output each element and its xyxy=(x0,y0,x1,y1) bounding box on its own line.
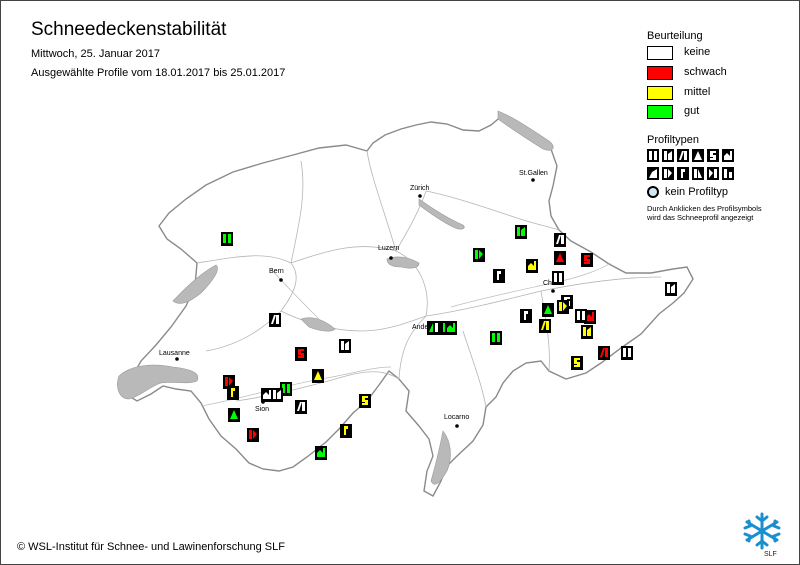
profile-marker-mittel[interactable] xyxy=(581,325,593,339)
profile-marker-gut[interactable] xyxy=(473,248,485,262)
profile-types-title: Profiltypen xyxy=(647,134,699,146)
profile-marker-keine[interactable] xyxy=(621,346,633,360)
city-zurich: Zürich xyxy=(410,185,430,198)
svg-text:Zürich: Zürich xyxy=(410,185,430,192)
profile-marker-mittel[interactable] xyxy=(227,386,239,400)
svg-text:St.Gallen: St.Gallen xyxy=(519,170,548,177)
profile-type-4-icon xyxy=(692,149,704,162)
profile-type-9-icon xyxy=(677,167,689,180)
click-hint-line-2: wird das Schneeprofil angezeigt xyxy=(647,213,754,222)
profile-marker-keine[interactable] xyxy=(339,339,351,353)
profile-type-6-icon xyxy=(722,149,734,162)
page-title: Schneedeckenstabilität xyxy=(31,19,227,40)
svg-text:Lausanne: Lausanne xyxy=(159,350,190,357)
profile-type-3-icon xyxy=(677,149,689,162)
profile-marker-keine[interactable] xyxy=(271,388,283,402)
profile-marker-mittel[interactable] xyxy=(571,356,583,370)
profile-marker-mittel[interactable] xyxy=(359,394,371,408)
profile-marker-gut[interactable] xyxy=(228,408,240,422)
svg-text:Bern: Bern xyxy=(269,268,284,275)
profile-marker-gut[interactable] xyxy=(542,303,554,317)
profile-marker-schwach[interactable] xyxy=(223,375,235,389)
svg-text:Locarno: Locarno xyxy=(444,414,469,421)
profile-type-2-icon xyxy=(662,149,674,162)
profile-type-7-icon xyxy=(647,167,659,180)
profile-marker-keine[interactable] xyxy=(520,309,532,323)
profile-type-8-icon xyxy=(662,167,674,180)
city-lausanne: Lausanne xyxy=(159,350,190,361)
legend-swatch xyxy=(647,105,673,119)
profile-marker-mittel[interactable] xyxy=(539,319,551,333)
profile-marker-keine[interactable] xyxy=(552,271,564,285)
profile-marker-keine[interactable] xyxy=(575,309,587,323)
profile-marker-schwach[interactable] xyxy=(295,347,307,361)
profile-marker-schwach[interactable] xyxy=(554,251,566,265)
profile-type-11-icon xyxy=(707,167,719,180)
legend-label: schwach xyxy=(684,66,727,78)
country-outline xyxy=(128,114,694,497)
city-st-gallen: St.Gallen xyxy=(519,170,548,182)
profile-marker-keine[interactable] xyxy=(493,269,505,283)
profile-marker-gut[interactable] xyxy=(221,232,233,246)
profile-type-5-icon xyxy=(707,149,719,162)
svg-text:Luzern: Luzern xyxy=(378,245,400,252)
profile-types-row-1 xyxy=(647,149,734,162)
city-chur: Chur xyxy=(543,280,559,293)
legend-label: keine xyxy=(684,46,711,58)
profile-marker-schwach[interactable] xyxy=(247,428,259,442)
profile-type-12-icon xyxy=(722,167,734,180)
profile-marker-mittel[interactable] xyxy=(340,424,352,438)
slf-logo: SLF xyxy=(743,512,781,558)
profile-marker-schwach[interactable] xyxy=(598,346,610,360)
lakes xyxy=(117,110,554,485)
legend-swatch xyxy=(647,66,673,80)
profile-marker-mittel[interactable] xyxy=(557,300,569,314)
profile-marker-keine[interactable] xyxy=(269,313,281,327)
profile-marker-mittel[interactable] xyxy=(312,369,324,383)
copyright-text: © WSL-Institut für Schnee- und Lawinenfo… xyxy=(17,541,285,553)
date-subtitle: Mittwoch, 25. Januar 2017 xyxy=(31,48,161,60)
profile-marker-gut[interactable] xyxy=(445,321,457,335)
canton-borders xyxy=(196,150,662,408)
no-profile-type-icon xyxy=(647,186,659,198)
range-subtitle: Ausgewählte Profile vom 18.01.2017 bis 2… xyxy=(31,67,286,79)
legend-label: mittel xyxy=(684,86,711,98)
profile-marker-mittel[interactable] xyxy=(526,259,538,273)
profile-types-row-2 xyxy=(647,167,734,180)
click-hint-line-1: Durch Anklicken des Profilsymbols xyxy=(647,204,762,213)
svg-text:SLF: SLF xyxy=(764,551,777,558)
profile-type-1-icon xyxy=(647,149,659,162)
profile-marker-keine[interactable] xyxy=(554,233,566,247)
city-locarno: Locarno xyxy=(444,414,469,428)
no-profile-type-label: kein Profiltyp xyxy=(665,186,728,198)
profile-markers[interactable] xyxy=(221,225,677,460)
profile-marker-gut[interactable] xyxy=(515,225,527,239)
profile-marker-gut[interactable] xyxy=(490,331,502,345)
legend-title: Beurteilung xyxy=(647,30,703,42)
profile-marker-keine[interactable] xyxy=(665,282,677,296)
city-bern: Bern xyxy=(269,268,284,282)
legend-swatch xyxy=(647,46,673,60)
svg-text:Chur: Chur xyxy=(543,280,559,287)
profile-marker-keine[interactable] xyxy=(261,388,273,402)
profile-type-10-icon xyxy=(692,167,704,180)
legend-swatch xyxy=(647,86,673,100)
profile-marker-schwach[interactable] xyxy=(581,253,593,267)
city-luzern: Luzern xyxy=(378,245,400,260)
profile-marker-keine[interactable] xyxy=(295,400,307,414)
legend-label: gut xyxy=(684,105,700,117)
svg-text:Sion: Sion xyxy=(255,406,269,413)
profile-marker-gut[interactable] xyxy=(315,446,327,460)
